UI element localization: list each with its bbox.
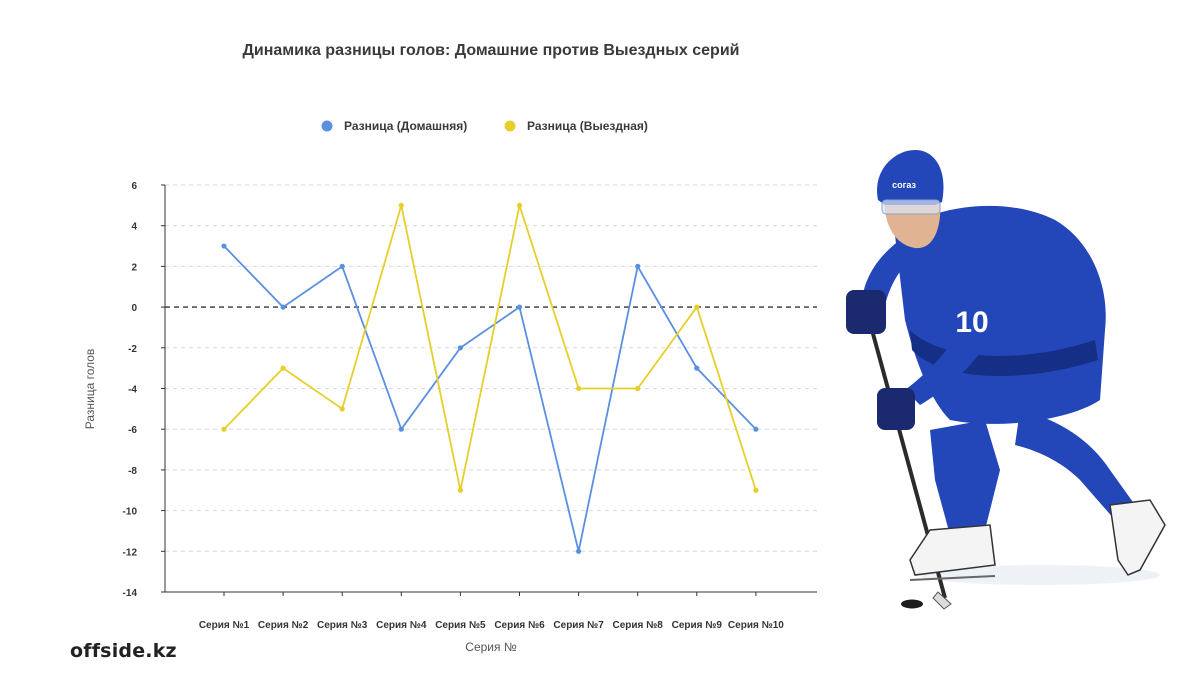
brand-logo: offside.kz bbox=[70, 640, 177, 662]
jersey-number: 10 bbox=[955, 306, 988, 339]
legend-label-away: Разница (Выездная) bbox=[527, 119, 648, 133]
y-tick-label: -4 bbox=[128, 385, 137, 396]
legend-marker-away bbox=[504, 120, 516, 132]
y-tick-label: 6 bbox=[131, 181, 137, 192]
x-tick-label: Серия №10 bbox=[728, 620, 784, 631]
back-leg bbox=[1015, 410, 1135, 520]
y-tick-label: 4 bbox=[131, 222, 137, 233]
legend-label-home: Разница (Домашняя) bbox=[344, 119, 467, 133]
y-tick-label: -12 bbox=[123, 547, 138, 558]
series-line-home bbox=[223, 245, 757, 552]
x-tick-label: Серия №4 bbox=[376, 620, 427, 631]
series-line-away bbox=[223, 201, 757, 491]
data-point-away bbox=[398, 202, 404, 208]
ice-shadow bbox=[920, 565, 1160, 585]
legend: Разница (Домашняя) Разница (Выездная) bbox=[321, 119, 648, 133]
data-point-away bbox=[576, 385, 582, 392]
data-point-home bbox=[576, 548, 582, 554]
y-axis-ticks: 6 4 2 0 -2 -4 -6 -8 -10 -12 -14 bbox=[123, 181, 165, 599]
y-tick-label: -2 bbox=[128, 344, 137, 355]
stick-blade bbox=[932, 591, 952, 610]
y-tick-label: -6 bbox=[128, 425, 137, 436]
grid-lines bbox=[165, 184, 817, 552]
data-point-home bbox=[753, 426, 759, 432]
legend-marker-home bbox=[321, 120, 333, 132]
y-tick-label: -10 bbox=[123, 507, 138, 518]
chart-title: Динамика разницы голов: Домашние против … bbox=[242, 42, 739, 59]
x-tick-label: Серия №5 bbox=[435, 620, 486, 631]
helmet bbox=[877, 150, 944, 205]
back-skate bbox=[1109, 499, 1166, 576]
visor bbox=[881, 199, 941, 215]
x-tick-label: Серия №6 bbox=[494, 620, 545, 631]
y-tick-label: 0 bbox=[131, 303, 137, 314]
data-point-away bbox=[339, 406, 345, 412]
right-arm bbox=[905, 330, 985, 405]
data-point-home bbox=[635, 263, 641, 269]
x-tick-label: Серия №7 bbox=[553, 620, 604, 631]
x-tick-label: Серия №9 bbox=[672, 620, 723, 631]
data-point-away bbox=[694, 304, 700, 310]
data-point-away bbox=[516, 202, 523, 208]
data-point-home bbox=[694, 365, 700, 371]
left-glove bbox=[846, 290, 886, 334]
front-leg bbox=[930, 420, 1000, 535]
data-point-home bbox=[457, 345, 463, 351]
x-tick-label: Серия №3 bbox=[317, 620, 368, 631]
data-point-home bbox=[280, 304, 286, 310]
y-tick-label: -14 bbox=[123, 588, 138, 599]
x-axis-label: Серия № bbox=[465, 640, 517, 654]
y-tick-label: -8 bbox=[128, 466, 137, 477]
x-tick-label: Серия №2 bbox=[258, 620, 309, 631]
front-skate-blade bbox=[909, 575, 996, 581]
data-point-away bbox=[221, 426, 227, 432]
x-tick-label: Серия №1 bbox=[199, 620, 250, 631]
data-point-home bbox=[398, 426, 404, 432]
data-point-home bbox=[339, 263, 345, 269]
data-point-away bbox=[635, 385, 641, 392]
series-group bbox=[221, 201, 759, 554]
left-arm bbox=[862, 240, 915, 305]
data-point-away bbox=[280, 365, 286, 371]
y-tick-label: 2 bbox=[131, 262, 137, 273]
puck bbox=[901, 599, 923, 609]
y-axis-label: Разница голов bbox=[83, 349, 97, 430]
data-point-home bbox=[221, 243, 227, 249]
right-glove bbox=[877, 388, 915, 430]
data-point-away bbox=[457, 487, 463, 493]
x-axis-ticks: Серия №1 Серия №2 Серия №3 Серия №4 Серия №5… bbox=[199, 592, 784, 631]
data-point-away bbox=[753, 487, 759, 493]
x-tick-label: Серия №8 bbox=[613, 620, 664, 631]
front-skate bbox=[909, 524, 996, 576]
helmet-text: согаз bbox=[892, 180, 916, 190]
data-point-home bbox=[516, 304, 523, 310]
hockey-player-illustration: согаз 10 bbox=[846, 150, 1166, 610]
